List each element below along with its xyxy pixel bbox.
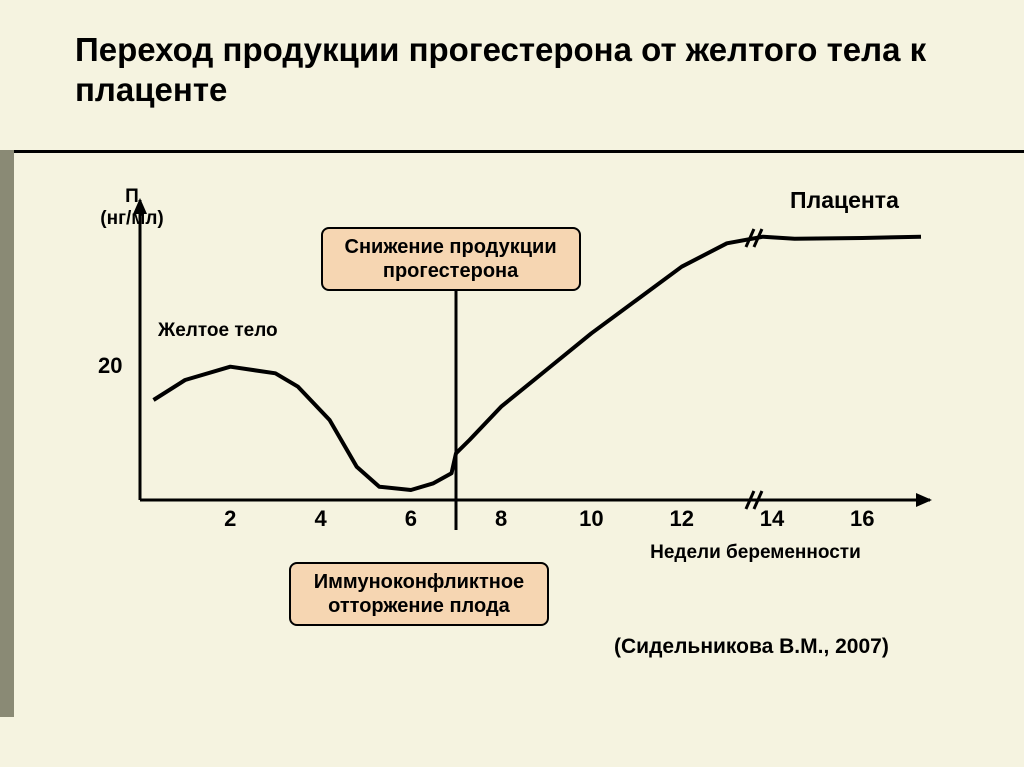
callout-rejection: Иммуноконфликтноеотторжение плода: [289, 562, 549, 626]
axis-break-marks: [746, 229, 762, 509]
slide: Переход продукции прогестерона от желтог…: [0, 0, 1024, 767]
side-accent-bar: [0, 150, 14, 717]
svg-text:4: 4: [314, 506, 327, 530]
x-axis-label: Недели беременности: [650, 542, 861, 564]
svg-text:8: 8: [495, 506, 507, 530]
svg-text:6: 6: [405, 506, 417, 530]
svg-text:16: 16: [850, 506, 874, 530]
citation: (Сидельникова В.М., 2007): [614, 635, 889, 659]
y-tick-20: 20: [98, 353, 122, 379]
title-underline: [14, 150, 1024, 153]
x-tick-labels: 2 4 6 8 10 12 14 16: [224, 506, 874, 530]
svg-text:10: 10: [579, 506, 603, 530]
label-corpus-luteum: Желтое тело: [158, 320, 278, 342]
svg-text:12: 12: [669, 506, 693, 530]
x-axis-arrowhead: [916, 493, 932, 507]
y-axis-label: П(нг/мл): [92, 186, 172, 230]
slide-title: Переход продукции прогестерона от желтог…: [75, 30, 984, 109]
callout-decrease: Снижение продукциипрогестерона: [321, 227, 581, 291]
label-placenta: Плацента: [790, 187, 899, 214]
svg-text:2: 2: [224, 506, 236, 530]
svg-text:14: 14: [760, 506, 785, 530]
